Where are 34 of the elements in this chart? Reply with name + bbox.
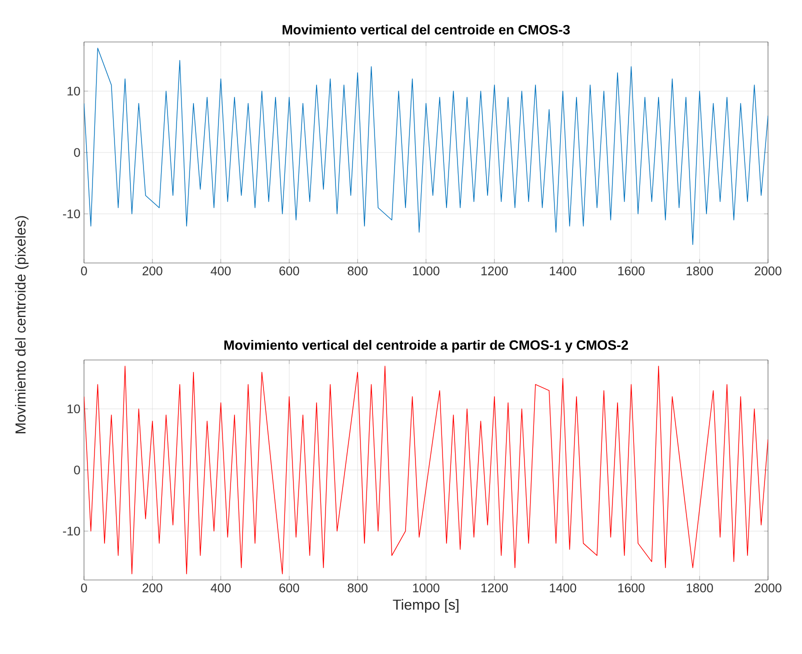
x-tick-label: 2000 [754,266,782,276]
x-tick-label: 1600 [618,584,645,592]
x-tick-label: 200 [142,584,162,592]
y-tick-label: -10 [63,526,80,536]
x-tick-label: 600 [279,584,300,592]
x-tick-label: 1400 [550,266,576,276]
y-tick-label: 10 [68,86,80,96]
x-tick-label: 2000 [754,584,782,592]
x-tick-label: 1400 [550,584,576,592]
x-tick-label: 1000 [413,584,440,592]
chart-title: Movimiento vertical del centroide a partir de CMOS-1 y CMOS-2 [224,340,628,352]
x-tick-label: 800 [348,584,368,592]
y-tick-label: -10 [63,209,80,218]
x-tick-label: 1200 [482,584,508,592]
x-tick-label: 1200 [482,266,508,276]
y-tick-label: 10 [68,404,80,414]
x-tick-label: 400 [210,584,231,592]
x-tick-label: 800 [348,266,368,276]
line-series [84,366,768,574]
x-tick-label: 200 [142,266,162,276]
x-tick-label: 600 [279,266,300,276]
y-tick-label: 0 [74,466,80,474]
x-tick-label: 400 [210,266,231,276]
x-axis-title: Tiempo [s] [392,599,458,613]
y-axis-title: Movimiento del centroide (pixeles) [15,216,28,434]
x-tick-label: 0 [81,266,87,276]
y-tick-label: 0 [74,148,80,157]
x-tick-label: 1000 [413,266,440,276]
chart-title: Movimiento vertical del centroide en CMOS-3 [282,24,570,34]
x-tick-label: 1600 [618,266,645,276]
x-tick-label: 1800 [686,584,713,592]
x-tick-label: 0 [81,584,87,592]
line-series [84,48,768,245]
x-tick-label: 1800 [686,266,713,276]
